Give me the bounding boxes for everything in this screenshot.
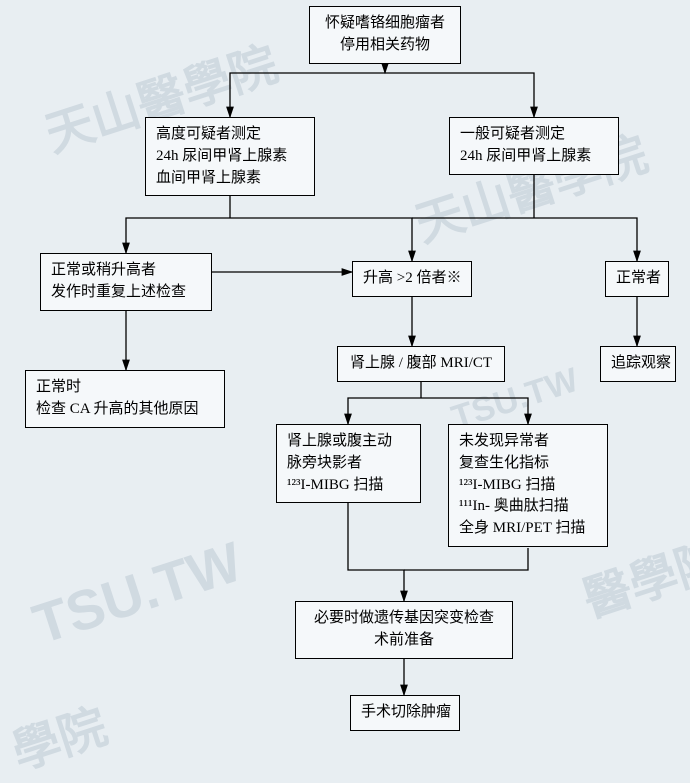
node-line: 肾上腺 / 腹部 MRI/CT — [348, 353, 494, 375]
node-surgery: 手术切除肿瘤 — [350, 695, 460, 731]
watermark: 學院 — [2, 687, 115, 783]
node-high-suspicion-tests: 高度可疑者测定24h 尿间甲肾上腺素血间甲肾上腺素 — [145, 117, 315, 196]
node-line: 怀疑嗜铬细胞瘤者 — [320, 13, 450, 35]
node-line: ¹¹¹In- 奥曲肽扫描 — [459, 496, 597, 518]
node-mass-mibg-scan: 肾上腺或腹主动脉旁块影者¹²³I-MIBG 扫描 — [276, 424, 421, 503]
node-general-suspicion-tests: 一般可疑者测定24h 尿间甲肾上腺素 — [449, 117, 619, 175]
node-line: 发作时重复上述检查 — [51, 282, 201, 304]
node-line: 高度可疑者测定 — [156, 124, 304, 146]
node-line: 追踪观察 — [611, 353, 665, 375]
node-line: 检查 CA 升高的其他原因 — [36, 399, 214, 421]
node-adrenal-mri-ct: 肾上腺 / 腹部 MRI/CT — [337, 346, 505, 382]
node-genetic-preop: 必要时做遗传基因突变检查术前准备 — [295, 601, 513, 659]
node-line: ¹²³I-MIBG 扫描 — [287, 475, 410, 497]
node-line: 复查生化指标 — [459, 453, 597, 475]
node-elevated-2x: 升高 >2 倍者※ — [352, 261, 472, 297]
watermark: TSU.TW — [25, 528, 249, 656]
node-line: ¹²³I-MIBG 扫描 — [459, 475, 597, 497]
node-line: 正常者 — [616, 268, 658, 290]
node-normal-or-slight-repeat: 正常或稍升高者发作时重复上述检查 — [40, 253, 212, 311]
node-line: 停用相关药物 — [320, 35, 450, 57]
node-line: 肾上腺或腹主动 — [287, 431, 410, 453]
node-suspect-stop-meds: 怀疑嗜铬细胞瘤者停用相关药物 — [309, 6, 461, 64]
node-normal: 正常者 — [605, 261, 669, 297]
node-check-other-ca-causes: 正常时检查 CA 升高的其他原因 — [25, 370, 225, 428]
node-line: 血间甲肾上腺素 — [156, 168, 304, 190]
node-line: 24h 尿间甲肾上腺素 — [460, 146, 608, 168]
node-line: 脉旁块影者 — [287, 453, 410, 475]
node-line: 正常或稍升高者 — [51, 260, 201, 282]
node-line: 升高 >2 倍者※ — [363, 268, 461, 290]
node-line: 手术切除肿瘤 — [361, 702, 449, 724]
node-line: 一般可疑者测定 — [460, 124, 608, 146]
node-line: 未发现异常者 — [459, 431, 597, 453]
node-line: 正常时 — [36, 377, 214, 399]
node-follow-up: 追踪观察 — [600, 346, 676, 382]
node-line: 术前准备 — [306, 630, 502, 652]
node-no-abnormal-rescan: 未发现异常者复查生化指标¹²³I-MIBG 扫描¹¹¹In- 奥曲肽扫描全身 M… — [448, 424, 608, 547]
node-line: 全身 MRI/PET 扫描 — [459, 518, 597, 540]
node-line: 必要时做遗传基因突变检查 — [306, 608, 502, 630]
node-line: 24h 尿间甲肾上腺素 — [156, 146, 304, 168]
